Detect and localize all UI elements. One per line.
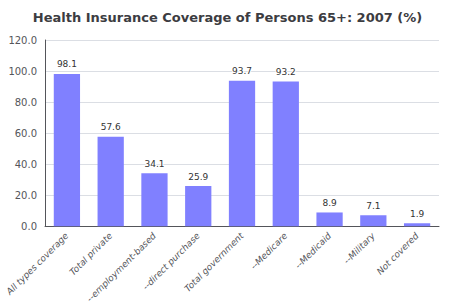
svg-text:Total private: Total private xyxy=(68,230,115,277)
svg-text:34.1: 34.1 xyxy=(144,159,164,169)
svg-text:Not covered: Not covered xyxy=(375,231,421,277)
svg-text:--Military: --Military xyxy=(342,230,378,266)
svg-text:93.7: 93.7 xyxy=(232,66,252,76)
svg-text:98.1: 98.1 xyxy=(57,59,77,69)
svg-text:Total government: Total government xyxy=(182,230,245,293)
svg-text:--Medicaid: --Medicaid xyxy=(293,231,333,271)
svg-text:57.6: 57.6 xyxy=(101,122,121,132)
svg-text:All types coverage: All types coverage xyxy=(4,230,71,297)
svg-text:120.0: 120.0 xyxy=(8,35,37,46)
svg-text:100.0: 100.0 xyxy=(8,66,37,77)
svg-text:--direct purchase: --direct purchase xyxy=(140,230,202,292)
svg-text:--Medicare: --Medicare xyxy=(249,230,290,271)
svg-text:40.0: 40.0 xyxy=(15,159,37,170)
svg-text:8.9: 8.9 xyxy=(322,198,337,208)
svg-text:20.0: 20.0 xyxy=(15,190,37,201)
svg-text:0.0: 0.0 xyxy=(21,221,37,232)
svg-text:93.2: 93.2 xyxy=(276,67,296,77)
svg-text:1.9: 1.9 xyxy=(410,209,425,219)
svg-text:25.9: 25.9 xyxy=(188,172,208,182)
svg-text:80.0: 80.0 xyxy=(15,97,37,108)
svg-text:Health Insurance Coverage of P: Health Insurance Coverage of Persons 65+… xyxy=(33,10,422,25)
svg-text:--employment-based: --employment-based xyxy=(85,231,158,304)
svg-text:7.1: 7.1 xyxy=(366,201,380,211)
svg-text:60.0: 60.0 xyxy=(15,128,37,139)
